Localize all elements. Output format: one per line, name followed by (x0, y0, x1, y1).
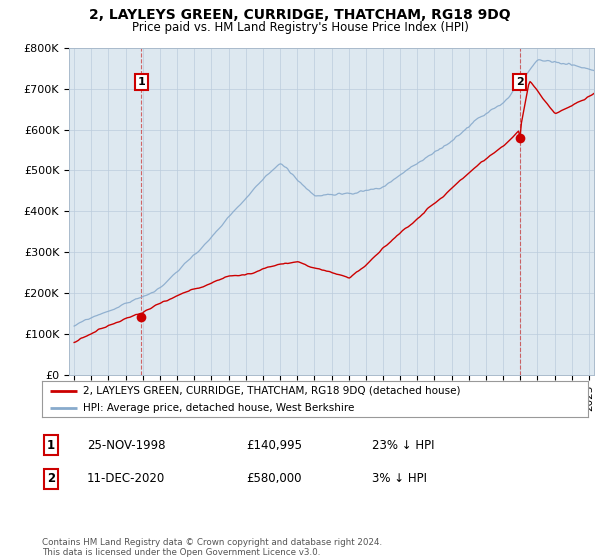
Text: Price paid vs. HM Land Registry's House Price Index (HPI): Price paid vs. HM Land Registry's House … (131, 21, 469, 34)
Text: Contains HM Land Registry data © Crown copyright and database right 2024.
This d: Contains HM Land Registry data © Crown c… (42, 538, 382, 557)
Text: 2: 2 (47, 472, 55, 486)
Text: 2: 2 (515, 77, 523, 87)
Text: £580,000: £580,000 (246, 472, 302, 486)
Text: HPI: Average price, detached house, West Berkshire: HPI: Average price, detached house, West… (83, 403, 355, 413)
Text: £140,995: £140,995 (246, 438, 302, 452)
Text: 25-NOV-1998: 25-NOV-1998 (87, 438, 166, 452)
Text: 11-DEC-2020: 11-DEC-2020 (87, 472, 165, 486)
Text: 23% ↓ HPI: 23% ↓ HPI (372, 438, 434, 452)
Text: 3% ↓ HPI: 3% ↓ HPI (372, 472, 427, 486)
Text: 1: 1 (47, 438, 55, 452)
Text: 2, LAYLEYS GREEN, CURRIDGE, THATCHAM, RG18 9DQ (detached house): 2, LAYLEYS GREEN, CURRIDGE, THATCHAM, RG… (83, 386, 460, 396)
Text: 1: 1 (137, 77, 145, 87)
Text: 2, LAYLEYS GREEN, CURRIDGE, THATCHAM, RG18 9DQ: 2, LAYLEYS GREEN, CURRIDGE, THATCHAM, RG… (89, 8, 511, 22)
